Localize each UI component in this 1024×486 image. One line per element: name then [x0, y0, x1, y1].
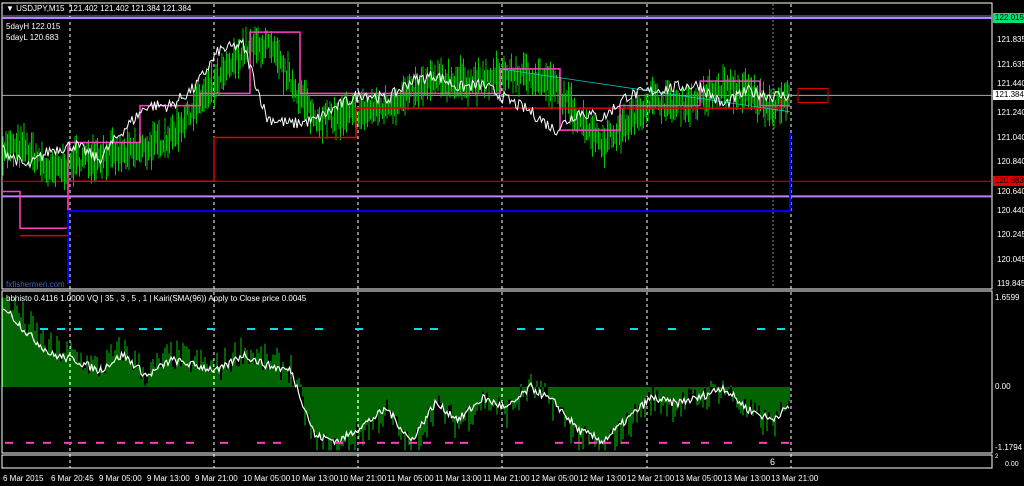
time-tick: 12 Mar 13:00: [579, 474, 627, 483]
time-tick: 6 Mar 2015: [3, 474, 44, 483]
time-tick: 11 Mar 21:00: [483, 474, 530, 483]
price-tick: 119.845: [997, 279, 1024, 289]
price-tick: 121.440: [997, 79, 1024, 89]
subwindow2-axis-top: 2: [995, 454, 999, 460]
symbol-menu[interactable]: ▼ USDJPY,M15 121.402 121.402 121.384 121…: [6, 4, 191, 14]
time-tick: 9 Mar 21:00: [195, 474, 238, 483]
subwindow2-value: 6: [770, 457, 776, 467]
price-tick: 121.240: [997, 108, 1024, 117]
price-tick: 121.040: [997, 132, 1024, 142]
price-tick: 120.840: [997, 157, 1024, 167]
subwindow2-axis-zero: 0.00: [1005, 461, 1019, 468]
subwindow2-frame: [1, 454, 993, 469]
dropdown-triangle-icon: ▼: [6, 4, 14, 13]
osc-axis-zero: 0.00: [995, 382, 1011, 391]
time-tick: 13 Mar 05:00: [675, 474, 723, 483]
osc-axis-bottom: -1.1794: [995, 443, 1023, 452]
osc-axis-top: 1.6599: [995, 293, 1020, 302]
time-tick: 6 Mar 20:45: [51, 474, 94, 483]
price-tick: 120.245: [997, 230, 1024, 239]
price-tick: 121.635: [997, 59, 1024, 69]
low-price-tag: 120.683: [993, 176, 1024, 187]
annotation-box: [797, 87, 829, 103]
symbol-label: USDJPY,M15: [16, 4, 65, 13]
time-tick: 10 Mar 05:00: [243, 474, 291, 483]
time-tick: 11 Mar 13:00: [435, 474, 482, 483]
oscillator-line: [2, 308, 790, 446]
time-tick: 10 Mar 13:00: [291, 474, 339, 483]
price-tick: 120.440: [997, 206, 1024, 216]
time-tick: 13 Mar 13:00: [723, 474, 771, 483]
time-tick: 12 Mar 21:00: [627, 474, 675, 483]
time-tick: 12 Mar 05:00: [531, 474, 579, 483]
channel-step-line: [2, 31, 790, 230]
overlay-price-line: [2, 37, 790, 169]
price-tick: 120.045: [997, 254, 1024, 264]
indicator-label: bbhisto 0.4116 1.0000 VQ | 35 , 3 , 5 , …: [6, 294, 307, 303]
price-tick: 120.640: [997, 187, 1024, 197]
five-day-high-label: 5dayH 122.015: [6, 22, 61, 31]
watermark: fxfishermen.com: [6, 280, 65, 289]
blue-step-line: [67, 132, 791, 285]
current-price-tag: 121.384: [993, 90, 1024, 101]
time-tick: 11 Mar 05:00: [387, 474, 434, 483]
time-tick: 10 Mar 21:00: [339, 474, 387, 483]
time-tick: 9 Mar 05:00: [99, 474, 142, 483]
price-tick: 121.835: [997, 35, 1024, 45]
ohlc-values: 121.402 121.402 121.384 121.384: [68, 4, 192, 13]
time-tick: 9 Mar 13:00: [147, 474, 190, 483]
main-window-frame: [1, 2, 993, 290]
five-day-low-label: 5dayL 120.683: [6, 33, 59, 42]
high-price-tag: 122.015: [993, 13, 1024, 23]
time-tick: 13 Mar 21:00: [771, 474, 819, 483]
oscillator-window-frame: [1, 290, 993, 454]
